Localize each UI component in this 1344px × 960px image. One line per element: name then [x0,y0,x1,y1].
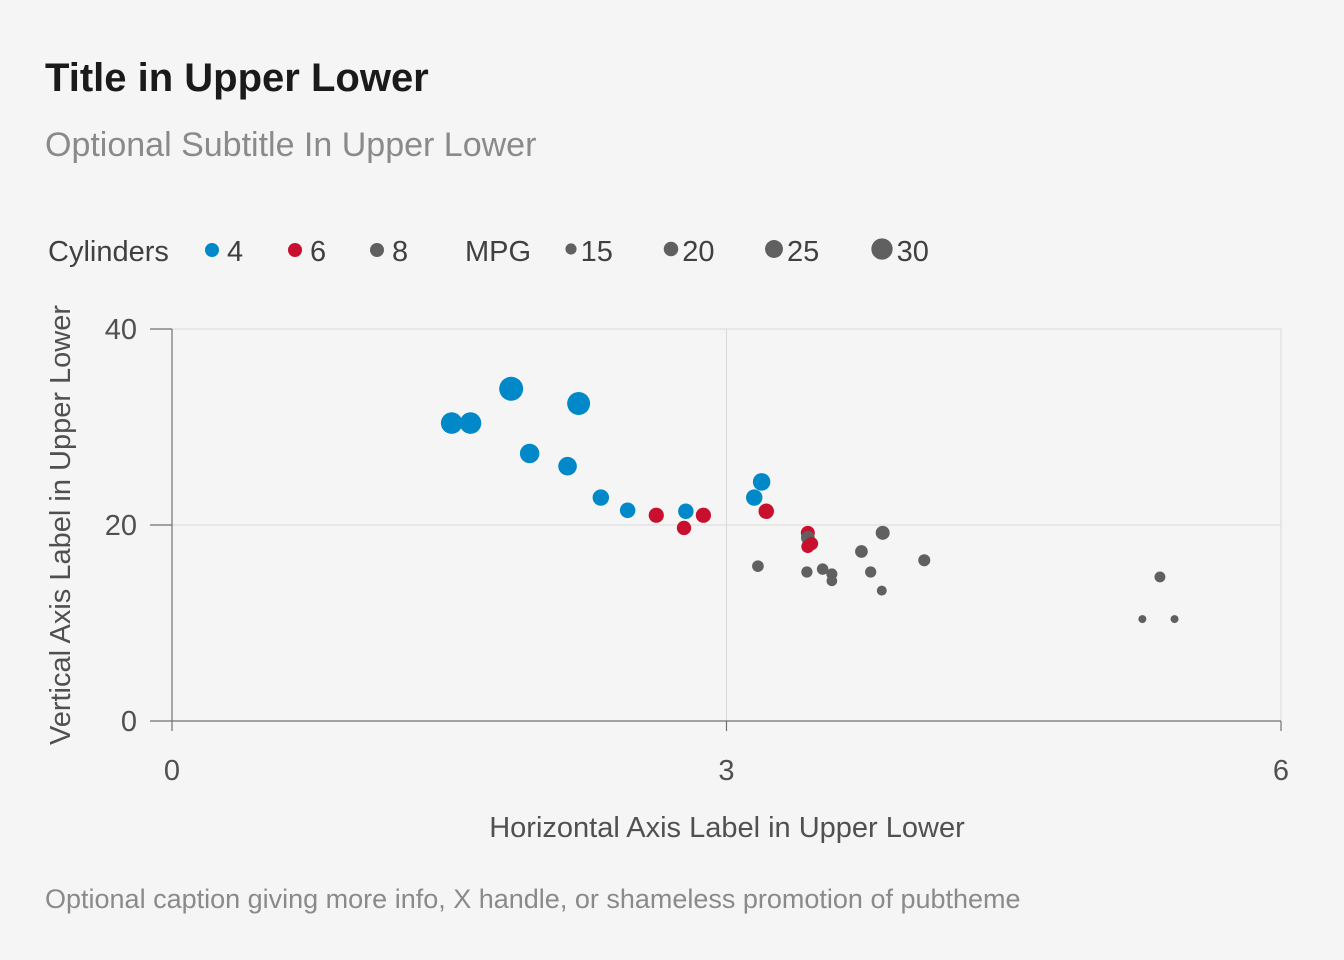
data-point-cyl-4 [558,456,577,476]
legend-swatch-mpg-25 [765,240,783,258]
plot-area: 0 3 6 0 20 40 [105,314,1289,787]
data-point-cyl-8 [855,545,868,558]
data-point-cyl-8 [816,563,829,575]
legend-label-cyl-8: 8 [392,236,408,268]
data-point-cyl-4 [567,392,591,415]
legend-swatch-mpg-20 [663,241,679,257]
y-axis-title: Vertical Axis Label in Upper Lower [45,305,77,745]
data-point-cyl-6 [695,507,711,523]
data-point-cyl-4 [519,443,540,464]
data-point-cyl-4 [499,376,524,401]
data-point-cyl-8 [876,585,887,596]
y-tick-label: 0 [121,706,137,738]
data-point-cyl-4 [619,502,636,519]
data-point-cyl-6 [801,540,815,554]
chart-title: Title in Upper Lower [45,56,429,100]
legend-label-mpg-30: 30 [897,236,929,268]
legend-swatch-cyl-4 [205,243,219,257]
data-point-cyl-8 [875,525,890,540]
legend-swatch-mpg-30 [871,238,893,260]
y-tick-label: 20 [105,510,137,542]
data-point-cyl-8 [865,566,877,578]
data-point-cyl-4 [440,412,463,434]
data-point-cyl-4 [592,489,610,506]
x-tick-label: 3 [718,755,734,787]
data-point-cyl-8 [801,566,813,578]
legend-label-mpg-20: 20 [682,236,714,268]
size-legend-title: MPG [465,236,531,268]
data-point-cyl-8 [826,575,838,587]
chart-caption: Optional caption giving more info, X han… [45,884,1021,914]
data-point-cyl-4 [459,412,482,434]
legend-swatch-cyl-6 [288,243,302,257]
x-axis-title: Horizontal Axis Label in Upper Lower [489,812,965,844]
data-point-cyl-8 [1170,615,1179,624]
x-tick-label: 0 [164,755,180,787]
legend-label-mpg-25: 25 [787,236,819,268]
color-legend-title: Cylinders [48,236,169,268]
data-point-cyl-8 [1154,571,1166,583]
legend-swatch-cyl-8 [370,243,384,257]
data-point-cyl-8 [752,560,764,572]
legend-swatch-mpg-15 [565,243,577,255]
data-point-cyl-8 [1138,615,1147,624]
x-tick-label: 6 [1273,755,1289,787]
legend: Cylinders 4 6 8 MPG 15 20 25 30 [48,236,929,268]
data-point-cyl-4 [752,473,771,491]
legend-label-mpg-15: 15 [581,236,613,268]
legend-label-cyl-4: 4 [227,236,243,268]
chart-subtitle: Optional Subtitle In Upper Lower [45,126,537,164]
y-tick-label: 40 [105,314,137,346]
data-point-cyl-8 [918,554,931,567]
data-point-cyl-6 [676,520,692,536]
data-point-cyl-6 [758,503,774,520]
data-point-cyl-4 [678,503,694,520]
data-point-cyl-4 [746,489,763,506]
data-point-cyl-6 [648,507,664,523]
legend-label-cyl-6: 6 [310,236,326,268]
